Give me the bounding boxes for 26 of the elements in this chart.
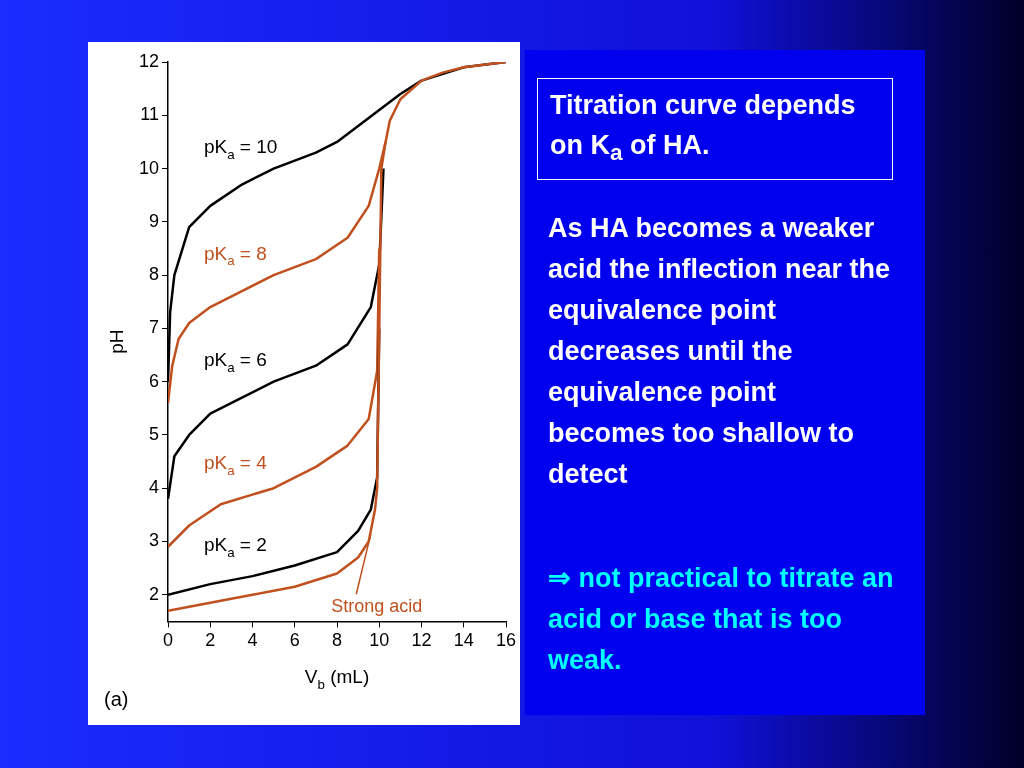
- x-tick-label: 0: [163, 630, 174, 651]
- y-tick-label: 5: [149, 423, 160, 444]
- y-tick-label: 11: [140, 104, 160, 125]
- x-tick-label: 10: [369, 630, 390, 651]
- y-tick-label: 4: [149, 477, 160, 498]
- text: Titration curve depends on K$_{a}$ of HA.: [537, 78, 893, 181]
- text: (a): [104, 688, 129, 711]
- y-tick-label: 10: [138, 157, 160, 178]
- y-tick-label: 8: [149, 264, 160, 285]
- x-tick-label: 2: [205, 630, 216, 651]
- y-tick-label: 12: [138, 50, 160, 71]
- y-tick-label: 9: [149, 210, 160, 231]
- y-axis-title: pH: [106, 329, 128, 354]
- x-tick-label: 16: [495, 630, 517, 651]
- x-tick-label: 12: [411, 630, 432, 651]
- x-tick-label: 4: [247, 630, 258, 651]
- y-tick-label: 6: [149, 370, 160, 391]
- x-tick-label: 14: [453, 630, 474, 651]
- y-tick-label: 2: [149, 583, 160, 604]
- series-label: Strong acid: [331, 596, 423, 617]
- text: As HA becomes a weaker acid the inflection near the equivalence point decreases until the equivalence point becomes too shallow to detect: [548, 212, 892, 491]
- x-tick-label: 8: [332, 630, 343, 651]
- x-tick-label: 6: [289, 630, 300, 651]
- text: ⇒ not practical to titrate an acid or base that is too weak.: [548, 562, 895, 677]
- y-tick-label: 7: [149, 317, 160, 338]
- y-tick-label: 3: [149, 530, 160, 551]
